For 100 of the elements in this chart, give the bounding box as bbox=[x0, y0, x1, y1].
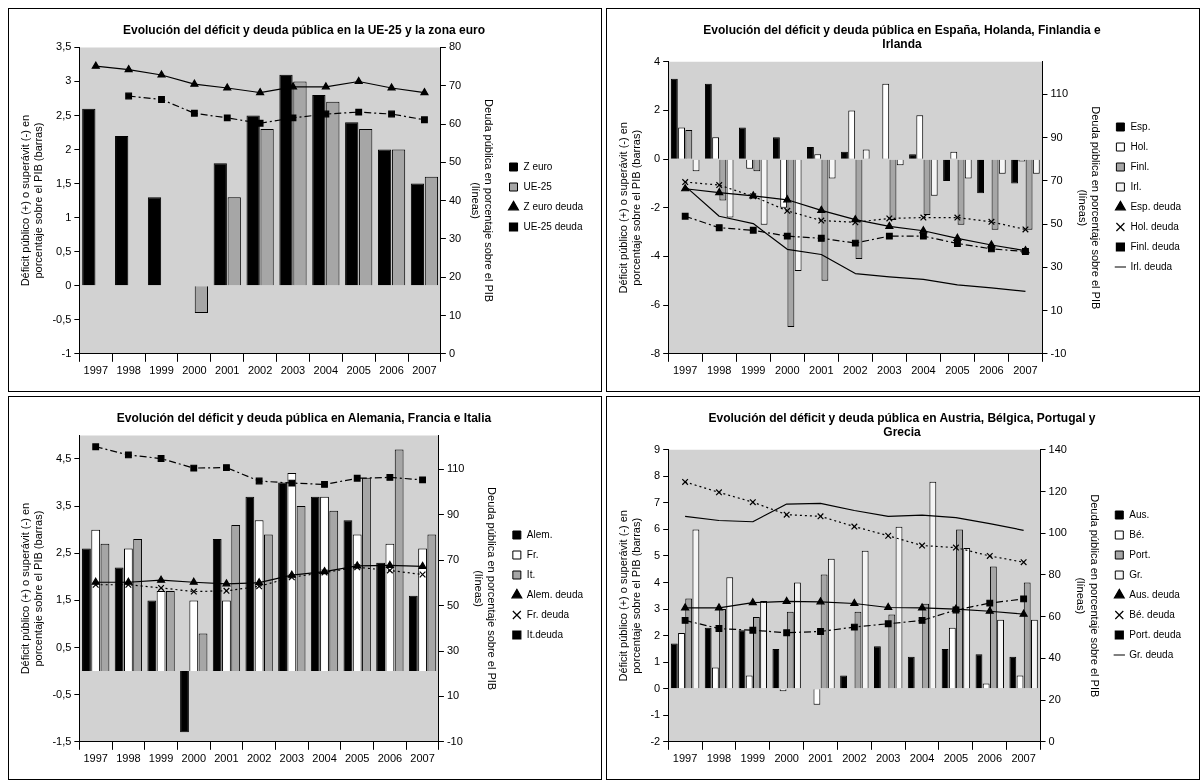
y-tick-label: -1 bbox=[650, 708, 661, 721]
x-tick-label: 2006 bbox=[377, 752, 403, 765]
x-tick-label: 2003 bbox=[875, 752, 901, 765]
legend-label: Fr. bbox=[526, 548, 539, 560]
y-axis-title: Déficit público (+) o superávit (-) en porcentaje sobre el PIB (barras) bbox=[18, 114, 44, 287]
y-tick-label: -0,5 bbox=[52, 312, 72, 325]
y-tick-label: 8 bbox=[654, 469, 661, 482]
legend-label: Gr. bbox=[1129, 568, 1143, 580]
legend-label: Port. deuda bbox=[1129, 628, 1182, 640]
y2-tick-label: 10 bbox=[448, 308, 462, 321]
x-tick-label: 2002 bbox=[246, 752, 272, 765]
x-tick-label: 2005 bbox=[344, 752, 370, 765]
y2-tick-label: 120 bbox=[1048, 484, 1067, 497]
legend-label: It.deuda bbox=[526, 628, 564, 640]
legend-label: Aus. deuda bbox=[1129, 588, 1181, 600]
x-tick-label: 2006 bbox=[379, 364, 404, 377]
x-tick-label: 2000 bbox=[182, 364, 207, 377]
y-tick-label: 4,5 bbox=[56, 452, 72, 464]
x-tick-label: 1997 bbox=[672, 752, 698, 765]
legend-label: Esp. deuda bbox=[1130, 200, 1182, 212]
y2-tick-label: 140 bbox=[1048, 442, 1067, 455]
y2-tick-label: 30 bbox=[446, 644, 460, 657]
y2-tick-label: 30 bbox=[448, 231, 462, 244]
y2-tick-label: 50 bbox=[448, 155, 462, 168]
x-tick-label: 2001 bbox=[808, 752, 833, 765]
legend-label: Bé. bbox=[1129, 528, 1145, 540]
x-tick-label: 2001 bbox=[214, 752, 239, 765]
y-tick-label: 9 bbox=[654, 442, 661, 455]
x-tick-label: 1998 bbox=[706, 364, 732, 377]
y2-tick-label: 0 bbox=[448, 346, 455, 359]
y-tick-label: 2 bbox=[654, 103, 661, 116]
y2-tick-label: 20 bbox=[1048, 693, 1061, 706]
y-tick-label: -1,5 bbox=[52, 734, 72, 747]
chart-title: Evolución del déficit y deuda pública en la UE-25 y la zona euro bbox=[122, 22, 486, 37]
x-tick-label: 1997 bbox=[672, 364, 698, 377]
x-tick-label: 1999 bbox=[148, 752, 174, 765]
x-tick-label: 2004 bbox=[911, 364, 936, 377]
y2-tick-label: 0 bbox=[1048, 734, 1055, 747]
y-tick-label: 2 bbox=[65, 142, 72, 155]
y2-tick-label: -10 bbox=[446, 734, 463, 747]
y2-tick-label: 50 bbox=[1050, 217, 1063, 230]
y-tick-label: 0 bbox=[654, 681, 661, 694]
x-tick-label: 2001 bbox=[215, 364, 240, 377]
y2-tick-label: 10 bbox=[1050, 303, 1063, 316]
x-tick-label: 2005 bbox=[943, 752, 969, 765]
y-tick-label: 5 bbox=[654, 549, 661, 562]
legend-label: UE-25 bbox=[523, 180, 553, 192]
x-tick-label: 1998 bbox=[116, 364, 141, 377]
x-tick-label: 2004 bbox=[312, 752, 337, 765]
y-tick-label: 3,5 bbox=[56, 40, 72, 53]
x-tick-label: 1998 bbox=[116, 752, 141, 765]
y2-tick-label: 60 bbox=[1048, 609, 1061, 622]
y-tick-label: 4 bbox=[654, 54, 661, 67]
y-tick-label: 1,5 bbox=[56, 593, 72, 606]
y-tick-label: 2 bbox=[654, 628, 661, 641]
y-tick-label: 2,5 bbox=[56, 546, 72, 559]
y-tick-label: -0,5 bbox=[52, 687, 72, 700]
y2-tick-label: 80 bbox=[1048, 567, 1061, 580]
legend-label: Z euro bbox=[523, 160, 553, 172]
legend-label: Fr. deuda bbox=[526, 608, 570, 620]
chart-title: Evolución del déficit y deuda pública en Alemania, Francia e Italia bbox=[116, 410, 492, 425]
x-tick-label: 1999 bbox=[740, 752, 766, 765]
legend-label: Finl. bbox=[1130, 160, 1150, 172]
y2-axis-title: Deuda pública en porcentaje sobre el PIB (líneas) bbox=[1076, 106, 1102, 310]
y2-tick-label: 70 bbox=[448, 78, 462, 91]
y2-tick-label: 40 bbox=[448, 193, 462, 206]
legend-label: UE-25 deuda bbox=[523, 220, 583, 232]
y2-axis-title: Deuda pública en porcentaje sobre el PIB (líneas) bbox=[473, 487, 499, 691]
legend-label: Esp. bbox=[1130, 120, 1151, 132]
y2-tick-label: 110 bbox=[1050, 87, 1069, 100]
y2-tick-label: 20 bbox=[448, 270, 462, 283]
legend-label: Irl. deuda bbox=[1130, 260, 1173, 272]
y-tick-label: 1 bbox=[654, 655, 661, 668]
y2-tick-label: 10 bbox=[446, 689, 460, 702]
legend-label: Bé. deuda bbox=[1129, 608, 1176, 620]
x-tick-label: 2005 bbox=[945, 364, 970, 377]
legend-label: Alem. deuda bbox=[526, 588, 584, 600]
x-tick-label: 1997 bbox=[83, 364, 109, 377]
legend-label: Alem. bbox=[526, 528, 553, 540]
x-tick-label: 2005 bbox=[346, 364, 371, 377]
x-tick-label: 2007 bbox=[1013, 364, 1038, 377]
y-tick-label: 0 bbox=[65, 278, 72, 291]
legend-label: Gr. deuda bbox=[1129, 648, 1174, 660]
y-tick-label: -2 bbox=[650, 200, 661, 213]
x-tick-label: 1999 bbox=[741, 364, 766, 377]
y-axis-title: Déficit público (+) o superávit (-) en porcentaje sobre el PIB (barras) bbox=[616, 122, 642, 294]
x-tick-label: 2002 bbox=[843, 364, 868, 377]
legend-label: Irl. bbox=[1130, 180, 1142, 192]
y-tick-label: 0,5 bbox=[56, 244, 72, 257]
y2-tick-label: 60 bbox=[448, 117, 462, 130]
y-axis-title: Déficit público (+) o superávit (-) en porcentaje sobre el PIB (barras) bbox=[18, 502, 44, 675]
x-tick-label: 2000 bbox=[774, 752, 799, 765]
legend-label: It. bbox=[526, 568, 536, 580]
y2-tick-label: -10 bbox=[1050, 346, 1067, 359]
x-tick-label: 1997 bbox=[83, 752, 108, 765]
x-tick-label: 2007 bbox=[410, 752, 435, 765]
x-tick-label: 2007 bbox=[412, 364, 437, 377]
y2-tick-label: 90 bbox=[1050, 130, 1063, 143]
x-tick-label: 2004 bbox=[313, 364, 339, 377]
chart-title: Evolución del déficit y deuda pública en Austria, Bélgica, Portugal y Grecia bbox=[708, 410, 1096, 439]
